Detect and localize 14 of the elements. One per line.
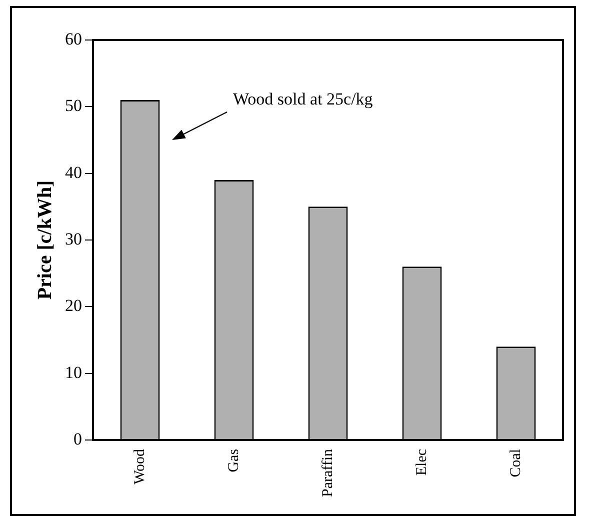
x-tick-label: Paraffin bbox=[320, 448, 336, 498]
x-tick-label: Gas bbox=[226, 448, 242, 472]
y-tick-label: 10 bbox=[65, 362, 82, 382]
y-tick-label: 0 bbox=[74, 429, 82, 448]
y-tick-label: 60 bbox=[65, 29, 82, 48]
y-tick-label: 20 bbox=[65, 296, 82, 316]
y-tick-label: 40 bbox=[65, 162, 82, 182]
x-tick-label: Coal bbox=[508, 448, 524, 478]
x-tick-label: Elec bbox=[414, 448, 430, 476]
x-tick-label: Wood bbox=[132, 448, 148, 484]
annotation: Wood sold at 25c/kg bbox=[233, 89, 374, 108]
y-tick-label: 50 bbox=[65, 96, 82, 116]
y-tick-label: 30 bbox=[65, 229, 82, 248]
y-axis-title: Price [c/kWh] bbox=[34, 180, 56, 300]
